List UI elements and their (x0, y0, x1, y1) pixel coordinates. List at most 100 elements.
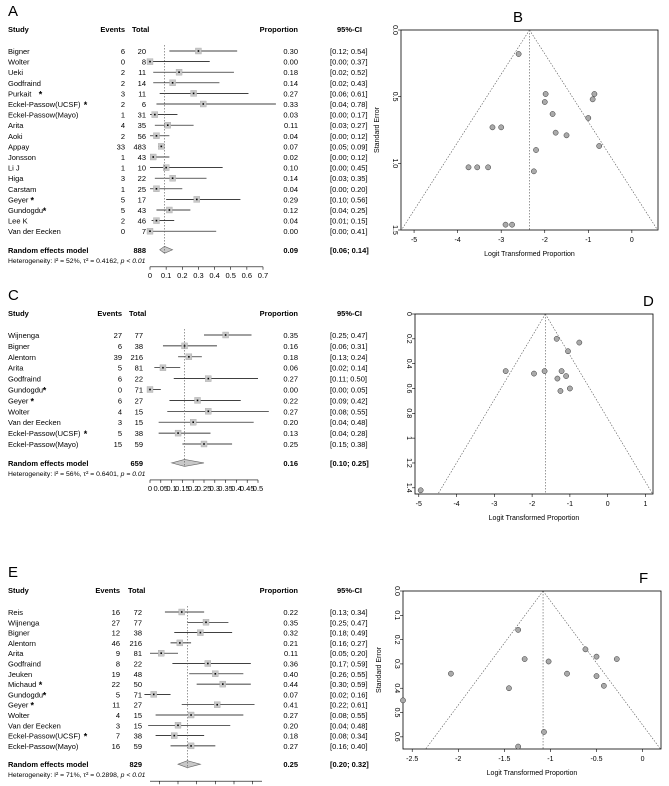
study-events: 16 (112, 608, 120, 617)
study-star: * (39, 89, 43, 99)
study-point (166, 124, 169, 126)
plot-frame (402, 590, 662, 750)
forest-svg-c: C Study Events Total Proportion 95%-CI Wijneng… (8, 287, 369, 493)
study-proportion: 0.14 (283, 174, 298, 183)
funnel-right-line (529, 30, 658, 230)
study-ci: [0.12; 0.54] (330, 47, 368, 56)
study-name: Eckel-Passow(UCSF) (8, 429, 81, 438)
funnel-point (549, 111, 556, 117)
study-ci: [0.16; 0.40] (330, 742, 368, 751)
x-tick-label: 0 (148, 484, 152, 493)
study-proportion: 0.25 (283, 440, 298, 449)
study-point (207, 377, 210, 380)
heterogeneity-i2: I² = 56% (54, 471, 80, 478)
x-tick-label: -5 (416, 501, 422, 508)
study-ci: [0.05; 0.20] (330, 649, 368, 658)
funnel-left-line (401, 30, 530, 230)
study-events: 16 (112, 742, 120, 751)
funnel-point (565, 348, 571, 355)
funnel-point (498, 124, 505, 131)
study-events: 9 (116, 649, 120, 658)
study-events: 6 (121, 47, 125, 56)
x-tick-label: 0 (641, 756, 645, 763)
study-events: 0 (118, 386, 122, 395)
study-total: 6 (142, 100, 146, 109)
funnel-point (585, 115, 592, 121)
header-proportion: Proportion (260, 25, 299, 34)
header-ci: 95%-CI (337, 586, 362, 595)
study-point (190, 714, 192, 716)
study-total: 81 (135, 364, 143, 373)
study-point (160, 652, 162, 654)
study-events: 11 (112, 701, 120, 710)
study-star: * (84, 732, 88, 742)
x-tick-label: -3 (498, 237, 504, 244)
summary-total: 829 (129, 760, 142, 769)
heterogeneity-sep1: , (80, 471, 84, 478)
study-star: * (84, 429, 88, 439)
study-point (160, 145, 163, 148)
study-point (149, 230, 151, 232)
header-proportion: Proportion (260, 309, 299, 318)
study-total: 56 (138, 132, 146, 141)
study-events: 4 (121, 121, 125, 130)
y-tick-label: 0.2 (405, 334, 412, 344)
study-events: 1 (121, 185, 125, 194)
study-ci: [0.02; 0.52] (330, 68, 368, 77)
y-tick-label: 1.2 (405, 458, 412, 468)
study-proportion: 0.00 (283, 227, 298, 236)
study-ci: [0.16; 0.27] (330, 639, 368, 648)
study-point (180, 611, 183, 613)
study-point (197, 50, 200, 52)
study-point (152, 156, 155, 158)
funnel-right-line (542, 591, 661, 749)
funnel-point (601, 682, 607, 689)
heterogeneity-prefix: Heterogeneity: (8, 772, 54, 779)
study-ci: [0.05; 0.09] (330, 142, 368, 151)
study-events: 5 (118, 429, 122, 438)
study-name: Higa (8, 174, 24, 183)
x-tick-label: -2 (542, 237, 548, 244)
study-ci: [0.04; 0.28] (330, 429, 368, 438)
x-tick-label: 0.25 (197, 484, 212, 493)
study-name: Gundogdu (8, 690, 43, 699)
study-ci: [0.25; 0.47] (330, 618, 368, 627)
x-tick-label: 0.5 (225, 271, 235, 280)
study-point (202, 103, 205, 105)
summary-ci: [0.20; 0.32] (330, 760, 369, 769)
summary-proportion: 0.09 (283, 246, 298, 255)
header-proportion: Proportion (260, 586, 299, 595)
funnel-point (593, 673, 600, 679)
study-ci: [0.09; 0.42] (330, 396, 368, 405)
funnel-point (545, 658, 552, 665)
x-tick-label: -2 (529, 501, 535, 508)
study-events: 4 (116, 711, 120, 720)
study-total: 22 (138, 174, 146, 183)
study-events: 3 (116, 721, 120, 730)
study-point (183, 345, 186, 347)
study-name: Purkait (8, 89, 32, 98)
y-tick-label: 1.4 (405, 483, 412, 493)
study-proportion: 0.14 (283, 79, 298, 88)
study-total: 483 (133, 142, 146, 151)
study-name: Eckel-Passow(Mayo) (8, 742, 79, 751)
summary-label: Random effects model (8, 760, 88, 769)
study-point (149, 388, 151, 391)
x-tick-label: 0.5 (253, 484, 263, 493)
summary-proportion: 0.16 (283, 459, 298, 468)
study-events: 22 (112, 680, 120, 689)
y-tick-label: 0.5 (393, 708, 400, 718)
x-tick-label: 0.35 (218, 484, 233, 493)
study-proportion: 0.30 (283, 47, 298, 56)
study-events: 8 (116, 660, 120, 669)
study-total: 50 (134, 680, 142, 689)
study-ci: [0.04; 0.78] (330, 100, 368, 109)
study-proportion: 0.27 (283, 89, 298, 98)
study-star: * (31, 195, 35, 205)
study-total: 17 (138, 195, 146, 204)
study-proportion: 0.29 (283, 195, 298, 204)
funnel-point (564, 670, 570, 677)
study-proportion: 0.20 (283, 418, 298, 427)
funnel-point (541, 99, 548, 105)
study-proportion: 0.22 (283, 608, 298, 617)
